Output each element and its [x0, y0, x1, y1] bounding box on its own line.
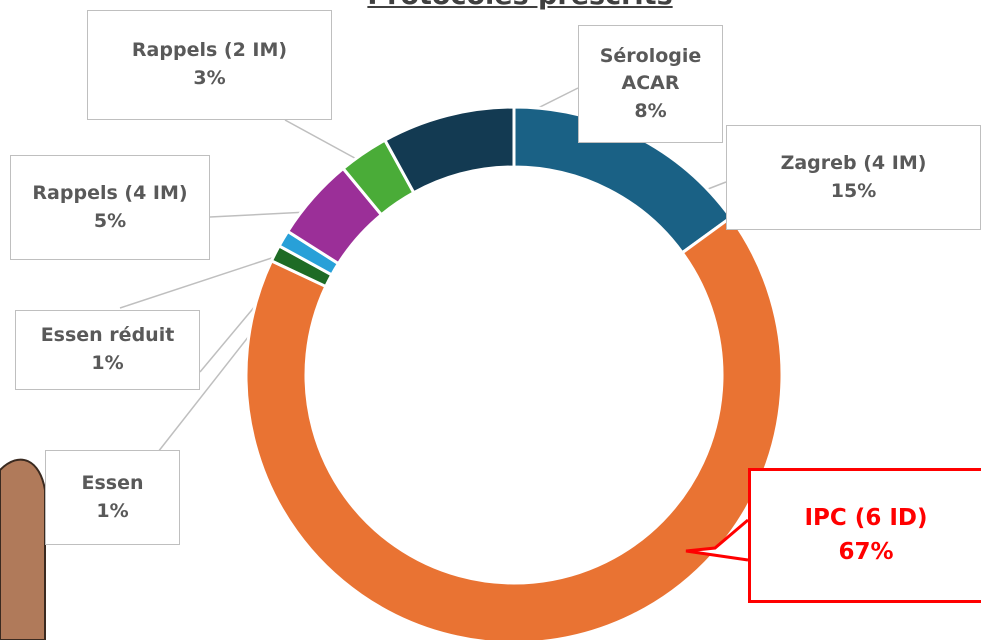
page: Protocoles prescrits Zagreb (4 IM)15% IPC…: [0, 0, 981, 640]
decoration: [0, 460, 45, 640]
label-value: 1%: [96, 498, 128, 526]
chart-title: Protocoles prescrits: [300, 0, 740, 11]
label-name: Essen: [81, 470, 143, 498]
label-value: 1%: [91, 350, 123, 378]
label-value: 3%: [193, 65, 225, 93]
label-value: 67%: [838, 536, 893, 569]
label-value: 8%: [634, 98, 666, 126]
data-label: Rappels (2 IM)3%: [87, 10, 332, 120]
data-label: IPC (6 ID)67%: [748, 468, 981, 603]
label-value: 5%: [94, 208, 126, 236]
data-label: Rappels (4 IM)5%: [10, 155, 210, 260]
label-value: 15%: [831, 178, 876, 206]
label-name: Rappels (4 IM): [32, 180, 187, 208]
data-label: Zagreb (4 IM)15%: [726, 125, 981, 230]
label-name: IPC (6 ID): [805, 502, 928, 535]
label-name: Zagreb (4 IM): [781, 150, 927, 178]
label-name: Sérologie ACAR: [596, 43, 706, 98]
label-name: Essen réduit: [41, 322, 175, 350]
label-name: Rappels (2 IM): [132, 37, 287, 65]
